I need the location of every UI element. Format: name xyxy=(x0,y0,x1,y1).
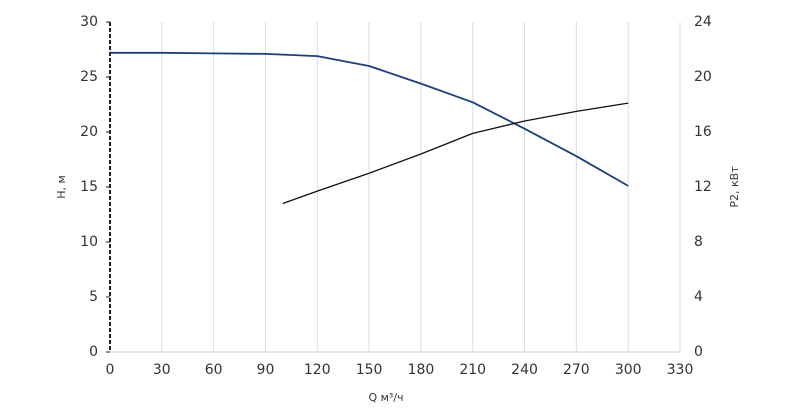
x-tick-label: 330 xyxy=(667,362,694,378)
y2-tick-label: 8 xyxy=(694,234,703,250)
y-axis-label: H, м xyxy=(55,175,68,199)
y2-tick-label: 12 xyxy=(694,179,712,195)
y2-tick-label: 20 xyxy=(694,69,712,85)
x-tick-label: 150 xyxy=(356,362,383,378)
x-tick-label: 90 xyxy=(257,362,275,378)
x-tick-label: 180 xyxy=(408,362,435,378)
line-p2 xyxy=(282,102,629,205)
line-h xyxy=(110,51,629,187)
y-tick-label: 25 xyxy=(80,69,98,85)
y-tick-label: 15 xyxy=(80,179,98,195)
y-tick-label: 20 xyxy=(80,124,98,140)
x-tick-label: 270 xyxy=(563,362,590,378)
x-tick-label: 120 xyxy=(304,362,331,378)
x-tick-label: 240 xyxy=(511,362,538,378)
x-tick-label: 60 xyxy=(205,362,223,378)
y-tick-label: 30 xyxy=(80,14,98,30)
y2-tick-label: 16 xyxy=(694,124,712,140)
x-tick-label: 30 xyxy=(153,362,171,378)
y2-tick-label: 4 xyxy=(694,289,703,305)
y2-axis-label: P2, кВт xyxy=(728,166,741,208)
y2-tick-label: 24 xyxy=(694,14,712,30)
y2-tick-label: 0 xyxy=(694,344,703,360)
x-axis-label: Q м³/ч xyxy=(368,391,403,404)
y-tick-label: 5 xyxy=(89,289,98,305)
x-tick-label: 0 xyxy=(106,362,115,378)
y-tick-label: 0 xyxy=(89,344,98,360)
y-tick-label: 10 xyxy=(80,234,98,250)
x-tick-label: 300 xyxy=(615,362,642,378)
x-tick-label: 210 xyxy=(459,362,486,378)
